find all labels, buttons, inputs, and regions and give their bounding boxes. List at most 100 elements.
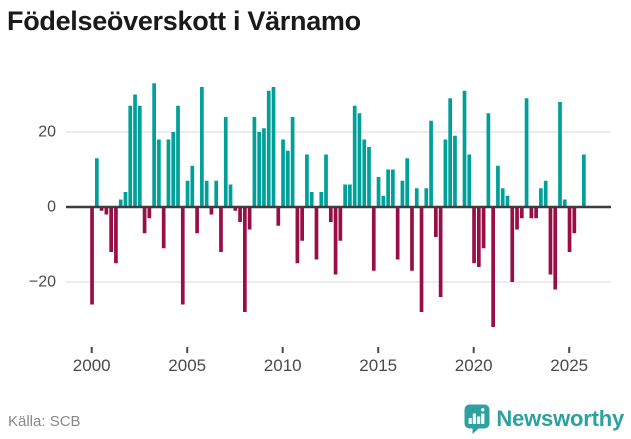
bar bbox=[109, 207, 113, 252]
bar bbox=[285, 150, 290, 207]
bar bbox=[486, 113, 491, 207]
bar bbox=[519, 207, 524, 219]
bar bbox=[529, 207, 534, 219]
x-axis-tick bbox=[186, 347, 189, 353]
bar bbox=[204, 180, 209, 207]
bar bbox=[90, 207, 94, 305]
bar bbox=[567, 207, 572, 252]
bar bbox=[281, 139, 285, 207]
bar bbox=[582, 154, 586, 207]
bar bbox=[476, 207, 481, 267]
bar bbox=[558, 102, 562, 207]
bar bbox=[505, 195, 510, 207]
bar bbox=[195, 207, 199, 234]
bar bbox=[114, 207, 118, 264]
bar bbox=[190, 165, 195, 207]
bar bbox=[228, 184, 233, 207]
bar bbox=[371, 207, 376, 271]
bar bbox=[553, 207, 558, 290]
bar bbox=[400, 180, 405, 207]
bar bbox=[367, 147, 371, 207]
bar bbox=[123, 192, 128, 207]
source-label: Källa: SCB bbox=[8, 413, 81, 430]
bar bbox=[572, 207, 577, 234]
bar bbox=[305, 154, 309, 207]
bar bbox=[386, 169, 390, 207]
bar bbox=[414, 188, 419, 207]
bar bbox=[453, 135, 457, 207]
bar bbox=[448, 98, 453, 207]
bar bbox=[424, 188, 429, 207]
bar bbox=[539, 188, 543, 207]
bar bbox=[214, 180, 219, 207]
birth-surplus-chart: 20 0 −20 2000 2005 2010 2015 2020 2025 bbox=[29, 83, 611, 375]
x-axis-label: 2015 bbox=[359, 356, 397, 375]
bar bbox=[534, 207, 538, 219]
x-axis-tick bbox=[568, 347, 571, 353]
bar bbox=[152, 83, 156, 207]
bar bbox=[247, 207, 252, 230]
newsworthy-brand-link[interactable]: Newsworthy bbox=[464, 404, 624, 434]
bar bbox=[290, 117, 295, 207]
bar bbox=[128, 105, 133, 207]
bar bbox=[543, 180, 548, 207]
bar bbox=[434, 207, 438, 237]
x-axis-tick bbox=[90, 347, 93, 353]
bar bbox=[562, 199, 567, 207]
bar bbox=[467, 154, 472, 207]
x-axis-label: 2005 bbox=[168, 356, 206, 375]
bar bbox=[376, 177, 381, 207]
bar bbox=[548, 207, 553, 275]
bar bbox=[319, 192, 324, 207]
bar bbox=[491, 207, 495, 327]
x-axis-label: 2010 bbox=[264, 356, 302, 375]
bar bbox=[133, 94, 137, 207]
bar bbox=[510, 207, 515, 282]
bar bbox=[219, 207, 223, 252]
x-axis-label: 2025 bbox=[550, 356, 588, 375]
bar bbox=[147, 207, 152, 219]
bar bbox=[515, 207, 519, 230]
chart-title: Födelseöverskott i Värnamo bbox=[7, 6, 361, 36]
bar bbox=[462, 90, 467, 207]
bar bbox=[104, 207, 109, 215]
bar bbox=[137, 105, 142, 207]
bar bbox=[142, 207, 147, 234]
bar bbox=[405, 158, 410, 207]
bar bbox=[472, 207, 476, 264]
bar bbox=[381, 195, 386, 207]
bar bbox=[295, 207, 300, 264]
bar bbox=[171, 132, 176, 207]
bar bbox=[500, 188, 505, 207]
x-axis-tick bbox=[472, 347, 475, 353]
bar bbox=[233, 207, 238, 211]
bar bbox=[333, 207, 338, 275]
bar bbox=[161, 207, 166, 249]
y-axis-label: 0 bbox=[47, 199, 56, 216]
bar bbox=[176, 105, 180, 207]
x-axis-label: 2020 bbox=[455, 356, 493, 375]
bar bbox=[271, 87, 276, 207]
bar bbox=[391, 169, 395, 207]
bar bbox=[209, 207, 214, 215]
bar bbox=[238, 207, 242, 222]
bar bbox=[276, 207, 281, 226]
newsworthy-brand-text: Newsworthy bbox=[496, 406, 624, 431]
bar bbox=[438, 207, 443, 297]
bar bbox=[496, 165, 500, 207]
bar bbox=[429, 120, 433, 207]
bar bbox=[324, 154, 328, 207]
bar bbox=[257, 132, 262, 207]
bar bbox=[395, 207, 400, 260]
bar bbox=[266, 90, 271, 207]
bar bbox=[180, 207, 185, 305]
bar bbox=[243, 207, 247, 312]
bar bbox=[348, 184, 352, 207]
bar bbox=[94, 158, 99, 207]
bar bbox=[352, 105, 357, 207]
bar bbox=[99, 207, 104, 211]
bar bbox=[166, 139, 171, 207]
bar bbox=[262, 128, 266, 207]
bar bbox=[410, 207, 414, 271]
